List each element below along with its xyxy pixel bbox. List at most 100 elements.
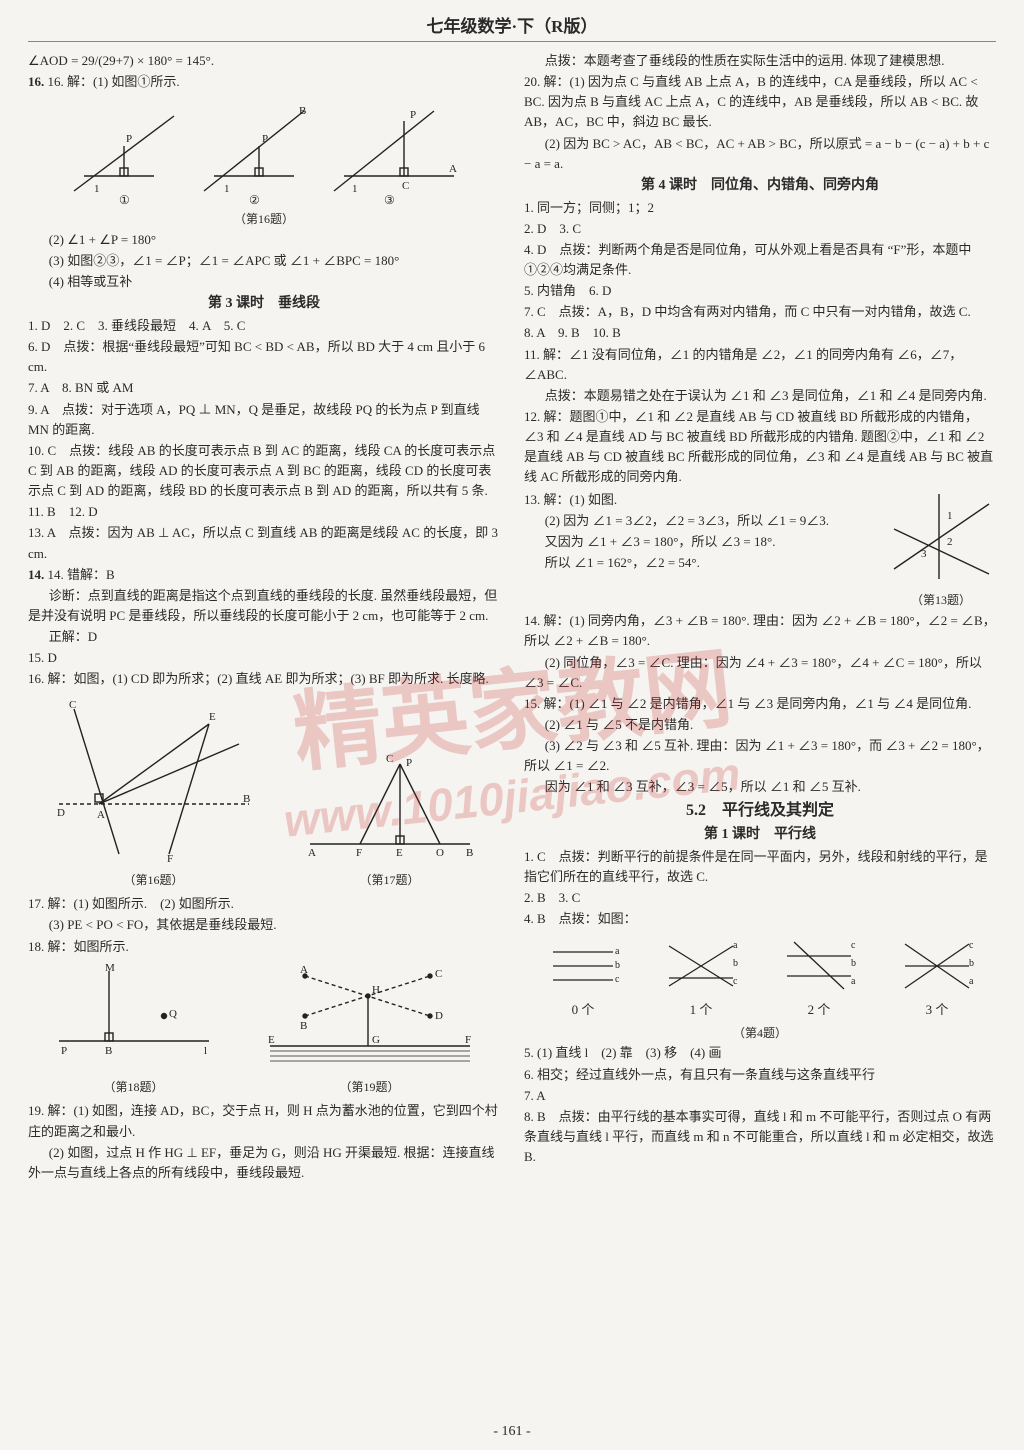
svg-text:b: b	[733, 958, 738, 969]
fig4-0: a b c	[543, 934, 623, 994]
fig4-label: 1 个	[661, 1000, 741, 1020]
figure-16-top: 1 P ① 1 P B ② 1 P A C	[64, 96, 464, 206]
section-heading: 第 4 课时 同位角、内错角、同旁内角	[524, 175, 996, 197]
fig4-2: c b a	[779, 934, 859, 994]
svg-text:A: A	[449, 163, 457, 175]
figure-4: a b c 0 个 a b c 1 个	[524, 934, 996, 1020]
page-number: - 161 -	[0, 1424, 1024, 1440]
text-line: 5. (1) 直线 l (2) 靠 (3) 移 (4) 画	[524, 1043, 996, 1063]
figure-caption: （第19题）	[260, 1078, 480, 1097]
svg-text:1: 1	[947, 510, 953, 522]
svg-text:c: c	[851, 940, 856, 951]
svg-text:O: O	[436, 847, 444, 859]
fig4-1: a b c	[661, 934, 741, 994]
text-line: 2. B 3. C	[524, 888, 996, 908]
text-line: 11. B 12. D	[28, 502, 500, 522]
svg-text:①: ①	[119, 193, 130, 206]
svg-text:C: C	[69, 699, 76, 711]
text-line: 8. B 点拨：由平行线的基本事实可得，直线 l 和 m 不可能平行，否则过点 …	[524, 1107, 996, 1167]
figure-17: A F E O B C P	[300, 744, 480, 864]
text-line: 16. 解：如图，(1) CD 即为所求；(2) 直线 AE 即为所求；(3) …	[28, 669, 500, 689]
text-line: (4) 相等或互补	[28, 272, 500, 292]
svg-text:1: 1	[94, 183, 100, 195]
text-line: (3) 如图②③，∠1 = ∠P；∠1 = ∠APC 或 ∠1 + ∠BPC =…	[28, 251, 500, 271]
svg-text:A: A	[300, 964, 308, 976]
text-line: 14. 14. 错解：B	[28, 565, 500, 585]
text-line: 6. 相交；经过直线外一点，有且只有一条直线与这条直线平行	[524, 1065, 996, 1085]
text-line: 2. D 3. C	[524, 219, 996, 239]
svg-text:2: 2	[947, 536, 953, 548]
svg-text:c: c	[969, 940, 974, 951]
svg-text:P: P	[61, 1045, 67, 1057]
svg-text:M: M	[105, 962, 115, 974]
page-header: 七年级数学·下（R版）	[28, 12, 996, 42]
svg-text:a: a	[615, 946, 620, 957]
svg-text:c: c	[733, 976, 738, 987]
svg-text:1: 1	[224, 183, 230, 195]
figure-caption: （第4题）	[524, 1024, 996, 1043]
text-line: (2) 因为 ∠1 = 3∠2，∠2 = 3∠3，所以 ∠1 = 9∠3.	[524, 511, 880, 531]
text-line: (2) ∠1 与 ∠5 不是内错角.	[524, 715, 996, 735]
text-line: 5. 内错角 6. D	[524, 281, 996, 301]
svg-text:b: b	[969, 958, 974, 969]
text-line: 15. D	[28, 648, 500, 668]
text-line: 诊断：点到直线的距离是指这个点到直线的垂线段的长度. 虽然垂线段最短，但是并没有…	[28, 586, 500, 626]
text-line: ∠AOD = 29/(29+7) × 180° = 145°.	[28, 51, 500, 71]
text-line: 7. C 点拨：A，B，D 中均含有两对内错角，而 C 中只有一对内错角，故选 …	[524, 302, 996, 322]
svg-text:②: ②	[249, 193, 260, 206]
section-heading: 第 3 课时 垂线段	[28, 293, 500, 315]
svg-text:F: F	[167, 853, 173, 864]
text-line: (2) 因为 BC > AC，AB < BC，AC + AB > BC，所以原式…	[524, 134, 996, 174]
text-line: 19. 解：(1) 如图，连接 AD，BC，交于点 H，则 H 点为蓄水池的位置…	[28, 1101, 500, 1141]
text-line: (2) 同位角，∠3 = ∠C. 理由：因为 ∠4 + ∠3 = 180°，∠4…	[524, 653, 996, 693]
text-line: (3) ∠2 与 ∠3 和 ∠5 互补. 理由：因为 ∠1 + ∠3 = 180…	[524, 736, 996, 776]
svg-text:D: D	[435, 1010, 443, 1022]
text-line: 1. 同一方；同侧；1；2	[524, 198, 996, 218]
text-line: (3) PE < PO < FO，其依据是垂线段最短.	[28, 915, 500, 935]
fig4-3: c b a	[897, 934, 977, 994]
svg-text:a: a	[733, 940, 738, 951]
svg-text:B: B	[243, 793, 250, 805]
text-line: 4. B 点拨：如图：	[524, 909, 996, 929]
section-heading: 5.2 平行线及其判定	[524, 799, 996, 824]
figure-13: 1 2 3	[889, 489, 994, 584]
svg-text:P: P	[410, 109, 416, 121]
text-line: 15. 解：(1) ∠1 与 ∠2 是内错角，∠1 与 ∠3 是同旁内角，∠1 …	[524, 694, 996, 714]
figure-caption: （第18题）	[49, 1078, 219, 1097]
text-line: 16. 16. 解：(1) 如图①所示.	[28, 72, 500, 92]
svg-text:P: P	[406, 757, 412, 769]
svg-text:b: b	[851, 958, 856, 969]
svg-text:3: 3	[921, 548, 927, 560]
svg-text:c: c	[615, 974, 620, 985]
fig4-label: 2 个	[779, 1000, 859, 1020]
svg-text:B: B	[299, 105, 306, 117]
text: 14. 错解：B	[48, 567, 115, 582]
svg-text:D: D	[57, 807, 65, 819]
text-line: 11. 解：∠1 没有同位角，∠1 的内错角是 ∠2，∠1 的同旁内角有 ∠6，…	[524, 345, 996, 385]
fig4-label: 0 个	[543, 1000, 623, 1020]
text-line: 14. 解：(1) 同旁内角，∠3 + ∠B = 180°. 理由：因为 ∠2 …	[524, 611, 996, 651]
svg-text:F: F	[356, 847, 362, 859]
figure-caption: （第13题）	[886, 591, 996, 610]
text-line: 13. 解：(1) 如图.	[524, 490, 880, 510]
section-heading: 第 1 课时 平行线	[524, 824, 996, 846]
svg-text:A: A	[97, 809, 105, 821]
fig4-label: 3 个	[897, 1000, 977, 1020]
text-line: 因为 ∠1 和 ∠3 互补，∠3 = ∠5，所以 ∠1 和 ∠5 互补.	[524, 777, 996, 797]
right-column: 点拨：本题考查了垂线段的性质在实际生活中的运用. 体现了建模思想. 20. 解：…	[524, 50, 996, 1184]
figure-caption: （第17题）	[300, 871, 480, 890]
svg-text:G: G	[372, 1034, 380, 1046]
svg-text:E: E	[209, 711, 216, 723]
text-line: 4. D 点拨：判断两个角是否是同位角，可从外观上看是否具有 “F”形，本题中①…	[524, 240, 996, 280]
text-line: 正解：D	[28, 627, 500, 647]
svg-text:B: B	[466, 847, 473, 859]
two-column-layout: ∠AOD = 29/(29+7) × 180° = 145°. 16. 16. …	[28, 50, 996, 1184]
text-line: 18. 解：如图所示.	[28, 937, 500, 957]
svg-text:Q: Q	[169, 1008, 177, 1020]
svg-text:③: ③	[384, 193, 395, 206]
svg-text:P: P	[262, 133, 268, 145]
svg-text:P: P	[126, 133, 132, 145]
svg-text:l: l	[204, 1045, 207, 1057]
text-line: 6. D 点拨：根据“垂线段最短”可知 BC < BD < AB，所以 BD 大…	[28, 337, 500, 377]
left-column: ∠AOD = 29/(29+7) × 180° = 145°. 16. 16. …	[28, 50, 500, 1184]
